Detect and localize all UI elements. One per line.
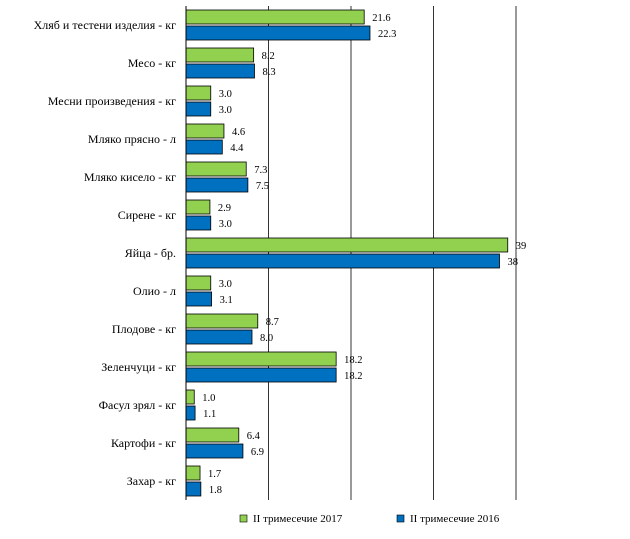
bar-2016 — [185, 215, 212, 231]
category-label: Сирене - кг — [118, 208, 176, 222]
category-label: Плодове - кг — [112, 322, 176, 336]
data-label: 7.5 — [256, 181, 269, 192]
data-label: 1.7 — [208, 469, 221, 480]
bar-2016 — [185, 253, 500, 269]
data-label: 3.0 — [219, 89, 232, 100]
legend-swatch — [396, 514, 405, 523]
bar-2017 — [185, 47, 255, 63]
bar-2016 — [185, 101, 212, 117]
category-label: Мляко кисело - кг — [84, 170, 176, 184]
data-label: 39 — [516, 241, 527, 252]
data-label: 21.6 — [372, 13, 390, 24]
legend-label: II тримесечие 2017 — [253, 513, 343, 525]
data-label: 18.2 — [344, 371, 362, 382]
bar-2017 — [185, 275, 212, 291]
category-label: Яйца - бр. — [125, 246, 176, 260]
grid-lines — [268, 6, 517, 500]
data-label: 1.0 — [202, 393, 215, 404]
bar-2017 — [185, 351, 337, 367]
bar-2017 — [185, 237, 509, 253]
bars — [185, 9, 509, 497]
legend: II тримесечие 2017 II тримесечие 2016 — [239, 513, 500, 525]
bar-2016 — [185, 177, 249, 193]
value-labels: 21.622.38.28.33.03.04.64.47.37.52.93.039… — [202, 13, 526, 496]
data-label: 3.0 — [219, 279, 232, 290]
category-label: Месни произведения - кг — [48, 94, 176, 108]
category-label: Зеленчуци - кг — [101, 360, 176, 374]
bar-2017 — [185, 313, 259, 329]
data-label: 18.2 — [344, 355, 362, 366]
data-label: 1.8 — [209, 485, 222, 496]
category-labels: Хляб и тестени изделия - кг Месо - кг Месн… — [34, 18, 176, 488]
legend-swatch — [239, 514, 248, 523]
category-label: Мляко прясно - л — [88, 132, 176, 146]
bar-2016 — [185, 139, 223, 155]
bar-2016 — [185, 291, 212, 307]
bar-2017 — [185, 199, 211, 215]
data-label: 3.0 — [219, 105, 232, 116]
category-label: Олио - л — [133, 284, 176, 298]
data-label: 8.2 — [262, 51, 275, 62]
data-label: 8.7 — [266, 317, 279, 328]
bar-2017 — [185, 85, 212, 101]
bar-2017 — [185, 427, 240, 443]
bar-2017 — [185, 161, 247, 177]
category-label: Хляб и тестени изделия - кг — [34, 18, 176, 32]
bar-2016 — [185, 367, 337, 383]
data-label: 1.1 — [203, 409, 216, 420]
data-label: 4.4 — [230, 143, 244, 154]
data-label: 7.3 — [254, 165, 267, 176]
data-label: 4.6 — [232, 127, 245, 138]
bar-2016 — [185, 405, 196, 421]
bar-2016 — [185, 25, 371, 41]
legend-label: II тримесечие 2016 — [410, 513, 500, 525]
data-label: 3.1 — [220, 295, 233, 306]
data-label: 6.4 — [247, 431, 261, 442]
category-label: Картофи - кг — [111, 436, 176, 450]
data-label: 22.3 — [378, 29, 396, 40]
data-label: 6.9 — [251, 447, 264, 458]
bar-2017 — [185, 9, 365, 25]
bar-2016 — [185, 481, 202, 497]
bar-2017 — [185, 123, 225, 139]
category-label: Месо - кг — [128, 56, 176, 70]
bar-2016 — [185, 443, 244, 459]
data-label: 3.0 — [219, 219, 232, 230]
bar-2017 — [185, 465, 201, 481]
category-label: Захар - кг — [127, 474, 176, 488]
data-label: 8.3 — [262, 67, 275, 78]
bar-2017 — [185, 389, 195, 405]
data-label: 8.0 — [260, 333, 273, 344]
bar-2016 — [185, 63, 255, 79]
bar-2016 — [185, 329, 253, 345]
data-label: 2.9 — [218, 203, 231, 214]
data-label: 38 — [508, 257, 519, 268]
category-label: Фасул зрял - кг — [99, 398, 177, 412]
